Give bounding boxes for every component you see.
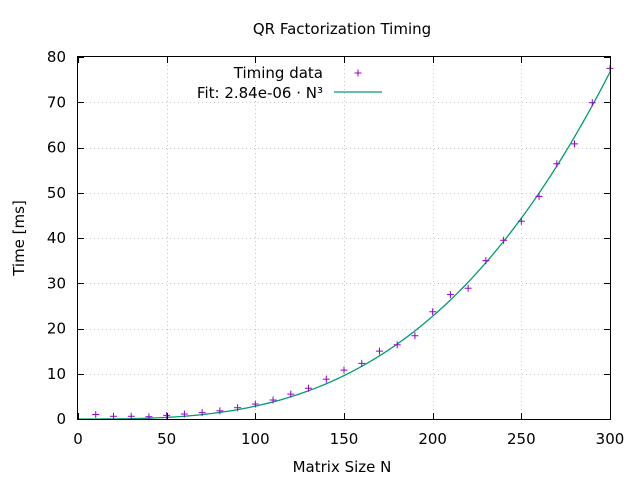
axis-ticks: 0 50 100 150 200 250 300 0 10 20 30 40 50 60 70 80 [47,48,624,448]
y-tick-label: 70 [47,93,66,111]
data-point [571,140,579,148]
x-tick-label: 100 [241,430,270,448]
y-tick-label: 80 [47,48,66,66]
legend-marker-timing-data [354,69,362,77]
data-point [517,217,525,225]
legend-plus-marker [354,69,362,77]
x-tick-label: 0 [73,430,83,448]
data-point [322,375,330,383]
y-tick-label: 30 [47,274,66,292]
data-point [251,400,259,408]
grid-lines [78,57,610,419]
x-tick-label: 300 [596,430,625,448]
data-point [305,384,313,392]
y-tick-label: 60 [47,139,66,157]
data-point [92,410,100,418]
chart-title: QR Factorization Timing [253,20,431,38]
data-point [429,308,437,316]
data-point [216,407,224,415]
data-point [375,347,383,355]
data-point [358,359,366,367]
data-point [163,411,171,419]
data-point [588,99,596,107]
y-tick-label: 20 [47,320,66,338]
data-point [482,257,490,265]
y-tick-label: 0 [56,410,66,428]
data-point [411,332,419,340]
x-tick-label: 150 [330,430,359,448]
y-tick-label: 40 [47,229,66,247]
plot-frame [77,56,611,420]
y-axis-label: Time [ms] [10,200,28,277]
data-point [287,390,295,398]
data-point [180,410,188,418]
x-tick-label: 200 [418,430,447,448]
data-point [127,412,135,420]
data-point [464,284,472,292]
legend-label-fit: Fit: 2.84e-06 · N³ [197,84,323,102]
data-point [269,396,277,404]
data-point [234,404,242,412]
data-point [535,192,543,200]
data-point [553,160,561,168]
data-point [446,291,454,299]
plot-area [78,64,614,421]
data-point [198,409,206,417]
legend: Timing data Fit: 2.84e-06 · N³ [197,64,382,102]
data-point [500,236,508,244]
data-point [109,412,117,420]
y-tick-label: 50 [47,184,66,202]
x-tick-label: 250 [507,430,536,448]
y-tick-label: 10 [47,365,66,383]
legend-label-timing-data: Timing data [233,64,323,82]
data-point [393,341,401,349]
x-axis-label: Matrix Size N [293,458,392,476]
x-tick-label: 50 [157,430,176,448]
data-point [340,366,348,374]
